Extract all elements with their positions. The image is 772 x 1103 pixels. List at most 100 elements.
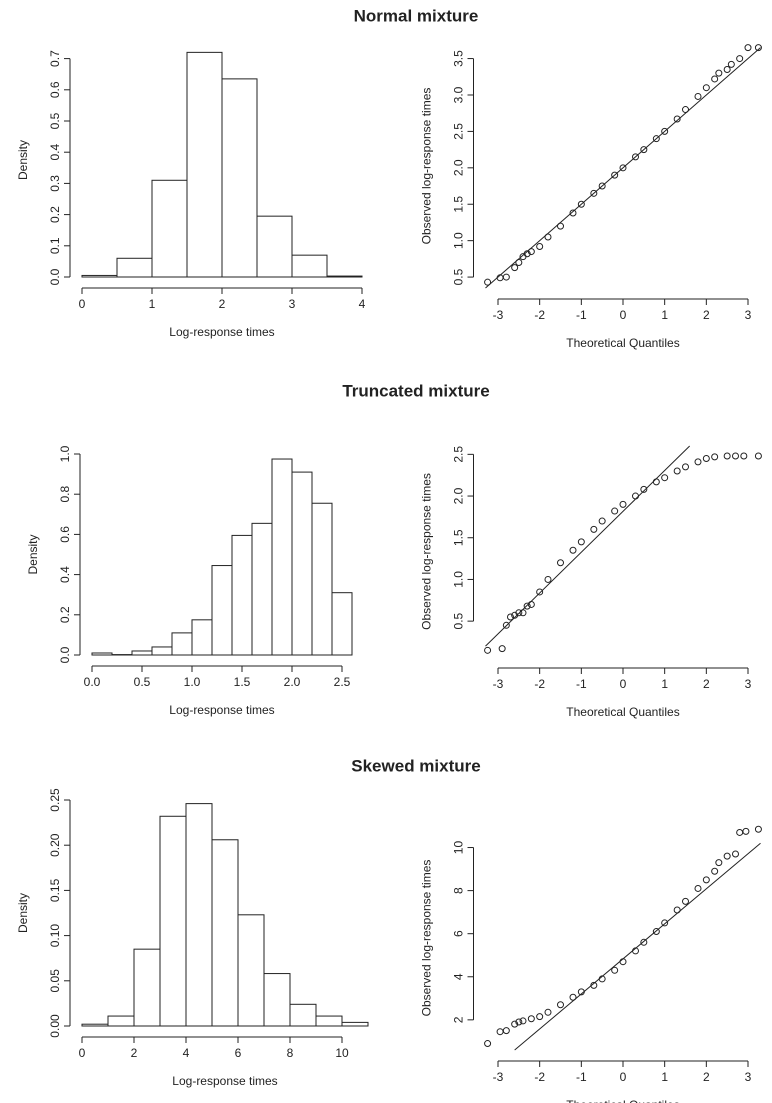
- qq-point: [652, 928, 660, 936]
- qq-point: [632, 153, 639, 161]
- qq-point: [652, 135, 660, 143]
- qq-point: [523, 602, 531, 610]
- qq-point: [652, 478, 660, 486]
- qq-point: [515, 609, 523, 617]
- qq-point: [557, 222, 564, 230]
- y-tick-label: 0.25: [48, 788, 62, 812]
- y-tick-label: 0.6: [58, 526, 72, 543]
- x-tick-label: -1: [576, 677, 587, 691]
- x-tick-label: 3: [745, 677, 752, 691]
- qq-point: [736, 828, 744, 836]
- qq-point: [640, 485, 648, 493]
- x-tick-label: 1: [661, 1070, 668, 1084]
- y-tick-label: 2.0: [452, 159, 466, 176]
- y-tick-label: 0.5: [452, 268, 466, 285]
- y-tick-label: 0.0: [58, 646, 72, 663]
- qq-point: [715, 859, 723, 867]
- y-tick-label: 0.5: [48, 112, 62, 129]
- y-tick-label: 0.7: [48, 50, 62, 67]
- bar: [107, 1015, 135, 1027]
- bar: [271, 458, 293, 656]
- x-tick-label: 0: [620, 308, 627, 322]
- x-tick-label: 2: [219, 297, 226, 311]
- qq-point: [523, 250, 531, 258]
- y-tick-label: 0.1: [48, 237, 62, 254]
- y-tick-label: 3.0: [452, 86, 466, 103]
- y-axis-title: Observed log-response times: [420, 473, 434, 630]
- y-tick-label: 0.00: [48, 1014, 62, 1038]
- y-tick-label: 0.6: [48, 81, 62, 98]
- qq-point: [661, 474, 669, 482]
- x-tick-label: 0: [620, 1070, 627, 1084]
- y-axis-title: Density: [16, 893, 30, 933]
- bar: [186, 51, 223, 278]
- x-tick-label: 3: [745, 308, 752, 322]
- qq-point: [640, 146, 648, 154]
- x-axis-title: Log-response times: [169, 325, 274, 339]
- qq-point: [496, 1028, 504, 1036]
- qq-point: [611, 507, 619, 515]
- qq-point: [598, 975, 606, 983]
- qq-point: [544, 233, 552, 241]
- y-axis-title: Density: [26, 534, 40, 574]
- y-tick-label: 0.20: [48, 833, 62, 857]
- x-tick-label: 1: [661, 308, 668, 322]
- qq-point: [536, 1013, 544, 1021]
- y-tick-label: 8: [452, 887, 466, 894]
- qq-point: [527, 248, 535, 256]
- x-tick-label: 0.5: [134, 675, 151, 689]
- qq-point: [619, 500, 627, 508]
- bar: [291, 471, 313, 656]
- x-tick-label: 2: [131, 1046, 138, 1060]
- panel-title: Normal mixture: [354, 6, 479, 25]
- qq-point: [673, 906, 681, 914]
- y-tick-label: 0.8: [58, 486, 72, 503]
- bar: [151, 179, 188, 278]
- qq-point: [498, 645, 506, 653]
- qq-point: [661, 127, 669, 135]
- bar: [251, 522, 273, 656]
- qq-point: [723, 852, 731, 860]
- qq-point: [754, 825, 762, 833]
- y-tick-label: 4: [452, 973, 466, 980]
- panel-title: Truncated mixture: [342, 381, 489, 400]
- qq-point: [484, 1040, 492, 1048]
- qq-point: [598, 182, 606, 190]
- qq-point: [569, 546, 577, 554]
- x-tick-label: 8: [287, 1046, 294, 1060]
- qq-point: [694, 458, 702, 466]
- bar: [311, 502, 333, 656]
- y-tick-label: 1.0: [452, 232, 466, 249]
- qq-point: [598, 517, 606, 525]
- x-tick-label: 1: [661, 677, 668, 691]
- y-tick-label: 1.5: [452, 196, 466, 213]
- x-tick-label: -3: [493, 677, 504, 691]
- bar: [116, 257, 153, 278]
- x-tick-label: 0.0: [84, 675, 101, 689]
- qq-point: [484, 278, 492, 286]
- qq-point: [536, 242, 544, 250]
- y-tick-label: 0.15: [48, 878, 62, 902]
- y-axis-title: Observed log-response times: [420, 860, 434, 1017]
- qq-point: [519, 609, 527, 617]
- bar: [341, 1021, 369, 1027]
- qq-point: [711, 453, 719, 461]
- qq-point: [682, 106, 689, 114]
- qq-point: [611, 966, 619, 974]
- y-tick-label: 0.10: [48, 924, 62, 948]
- x-tick-label: -2: [534, 1070, 545, 1084]
- qq-point: [511, 264, 519, 272]
- reference-line: [485, 445, 691, 647]
- x-tick-label: 2: [703, 308, 710, 322]
- qq-point: [711, 867, 719, 875]
- qq-point: [557, 1001, 564, 1009]
- qq-point: [590, 189, 598, 197]
- qq-point: [661, 919, 669, 927]
- bar: [131, 650, 153, 656]
- qq-point: [590, 525, 598, 533]
- x-axis-title: Log-response times: [169, 703, 274, 717]
- qq-point: [511, 1020, 519, 1028]
- x-axis-title: Theoretical Quantiles: [566, 1098, 679, 1103]
- qq-point: [502, 273, 510, 281]
- y-tick-label: 0.5: [452, 612, 466, 629]
